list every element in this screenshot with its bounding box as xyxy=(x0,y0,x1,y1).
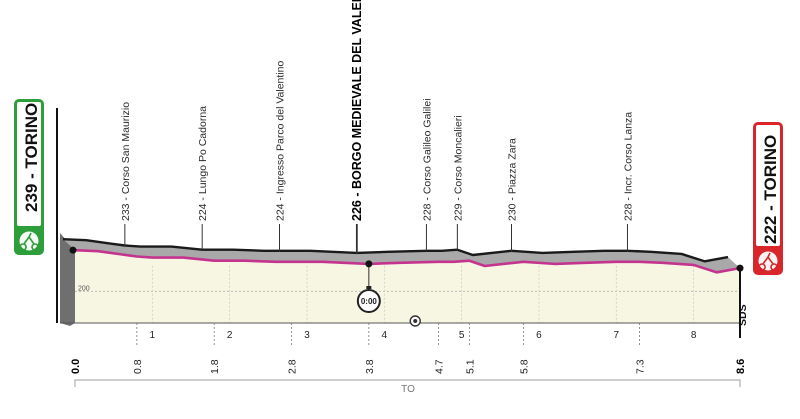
waypoint-km-label: 0.0 xyxy=(70,359,82,374)
waypoint-name: 230 - Piazza Zara xyxy=(506,138,518,221)
waypoint-km-label: 1.8 xyxy=(209,359,221,374)
to-label: TO xyxy=(401,384,415,395)
waypoint-km-label: 3.8 xyxy=(364,359,376,374)
finish-dot xyxy=(736,264,744,272)
km-tick-label: 3 xyxy=(304,330,310,341)
profile-side-wall xyxy=(60,233,75,326)
sds-label: SDS xyxy=(737,304,749,326)
timing-dot xyxy=(365,260,373,268)
waypoint-km-label: 4.7 xyxy=(433,359,445,374)
start-bike-icon xyxy=(19,232,39,251)
km-tick-label: 5 xyxy=(459,330,465,341)
km-tick-label: 1 xyxy=(150,330,156,341)
start-dot xyxy=(69,246,77,254)
profile-area xyxy=(75,250,740,323)
waypoint-name: 229 - Corso Moncalieri xyxy=(452,115,464,221)
waypoint-km-label: 5.8 xyxy=(518,359,530,374)
start-badge: 239 - TORINO xyxy=(14,99,44,255)
altitude-label: 200 xyxy=(78,285,90,292)
target-icon-center xyxy=(413,319,418,323)
stopwatch-icon xyxy=(356,289,381,313)
waypoint-km-label: 5.1 xyxy=(464,359,476,374)
timing-label: 0:00 xyxy=(361,297,378,306)
km-tick-label: 7 xyxy=(613,330,619,341)
profile-top-edge xyxy=(62,237,729,263)
profile-top-band xyxy=(63,239,740,273)
finish-label: 222 - TORINO xyxy=(761,135,780,244)
waypoint-name: 228 - Corso Galileo Galilei xyxy=(421,98,433,221)
profile-route-line xyxy=(74,248,741,274)
bike-icon xyxy=(19,231,39,251)
km-tick-label: 8 xyxy=(691,330,697,341)
waypoint-km-label: 0.8 xyxy=(132,359,144,374)
waypoint-name: 224 - Ingresso Parco del Valentino xyxy=(275,61,287,221)
waypoint-name: 226 - BORGO MEDIEVALE DEL VALENTINO xyxy=(350,0,364,221)
finish-badge: 222 - TORINO xyxy=(753,122,783,275)
km-tick-label: 4 xyxy=(382,330,388,341)
km-tick-label: 6 xyxy=(536,330,542,341)
chart-dynamic-layer: 200 1 2 3 4 5 6 7 8 0.0 233 - Corso San Maurizio 0.… xyxy=(56,0,747,387)
waypoint-name: 224 - Lungo Po Cadorna xyxy=(197,106,209,221)
km-tick-label: 2 xyxy=(227,330,233,341)
start-label: 239 - TORINO xyxy=(22,103,41,212)
waypoint-name: 233 - Corso San Maurizio xyxy=(120,102,132,221)
waypoint-km-label: 8.6 xyxy=(735,359,747,374)
waypoint-name: 228 - Incr. Corso Lanza xyxy=(622,112,634,221)
finish-bike-circle xyxy=(758,251,778,271)
province-bracket xyxy=(74,379,741,387)
waypoint-km-label: 7.3 xyxy=(634,359,646,374)
waypoint-km-label: 2.8 xyxy=(287,359,299,374)
finish-bike-icon xyxy=(758,252,778,271)
stopwatch-crown xyxy=(366,286,372,289)
